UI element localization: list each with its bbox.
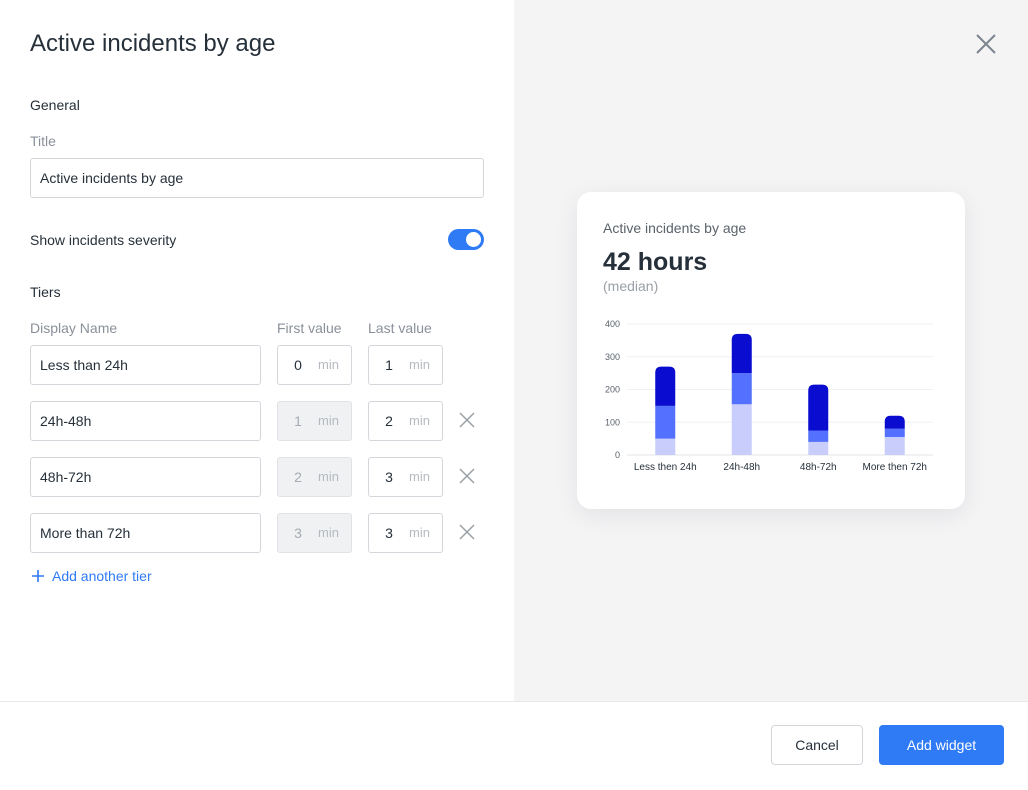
stacked-bar-chart: 0 100 200 300 400 Less then 24h 24h-48h 48h-72h… bbox=[605, 319, 933, 473]
x-tick-label: 24h-48h bbox=[723, 462, 760, 473]
unit-label: min bbox=[409, 469, 430, 484]
unit-label: min bbox=[318, 525, 339, 540]
tier-first-value-input: 1 min bbox=[277, 401, 352, 441]
bar-segment bbox=[655, 405, 676, 439]
remove-tier-icon[interactable] bbox=[458, 411, 476, 429]
bar-segment bbox=[808, 384, 829, 431]
tier-name-input[interactable]: More than 72h bbox=[30, 513, 261, 553]
unit-label: min bbox=[409, 413, 430, 428]
add-tier-label: Add another tier bbox=[52, 568, 152, 584]
toggle-knob bbox=[466, 232, 481, 247]
bar-segment bbox=[731, 404, 752, 455]
tier-name-input[interactable]: Less than 24h bbox=[30, 345, 261, 385]
tier-last-value-input[interactable]: 2 min bbox=[368, 401, 443, 441]
settings-panel: Active incidents by age General Title Ac… bbox=[0, 0, 514, 701]
general-section-label: General bbox=[30, 97, 80, 113]
remove-tier-icon[interactable] bbox=[458, 467, 476, 485]
x-tick-label: 48h-72h bbox=[800, 462, 837, 473]
tier-first-value: 1 bbox=[294, 413, 302, 429]
y-tick-label: 400 bbox=[605, 319, 620, 329]
tier-last-value-input[interactable]: 3 min bbox=[368, 457, 443, 497]
bar-segment bbox=[731, 373, 752, 405]
tier-name-input[interactable]: 24h-48h bbox=[30, 401, 261, 441]
cancel-button[interactable]: Cancel bbox=[771, 725, 863, 765]
unit-label: min bbox=[318, 413, 339, 428]
tier-first-value-input: 2 min bbox=[277, 457, 352, 497]
widget-preview-card: Active incidents by age 42 hours (median… bbox=[577, 192, 965, 509]
unit-label: min bbox=[409, 525, 430, 540]
y-tick-label: 300 bbox=[605, 352, 620, 362]
widget-metric-subtitle: (median) bbox=[603, 278, 659, 294]
tier-last-value: 1 bbox=[385, 357, 393, 373]
bar-segment bbox=[731, 333, 752, 374]
tier-first-value-input[interactable]: 0 min bbox=[277, 345, 352, 385]
bar-segment bbox=[884, 436, 905, 455]
unit-label: min bbox=[318, 357, 339, 372]
severity-toggle[interactable] bbox=[448, 229, 484, 250]
widget-title: Active incidents by age bbox=[603, 220, 747, 236]
bar-segment bbox=[655, 438, 676, 455]
tiers-section-label: Tiers bbox=[30, 284, 61, 300]
bar-segment bbox=[884, 415, 905, 429]
widget-metric-value: 42 hours bbox=[603, 248, 708, 276]
tier-first-value-input: 3 min bbox=[277, 513, 352, 553]
bar-segment bbox=[655, 366, 676, 406]
bar-segment bbox=[884, 428, 905, 437]
y-tick-label: 100 bbox=[605, 417, 620, 427]
last-value-column-label: Last value bbox=[368, 320, 432, 336]
title-field-label: Title bbox=[30, 133, 56, 149]
title-input[interactable]: Active incidents by age bbox=[30, 158, 484, 198]
unit-label: min bbox=[318, 469, 339, 484]
x-tick-label: More then 72h bbox=[863, 462, 928, 473]
tier-name-input[interactable]: 48h-72h bbox=[30, 457, 261, 497]
page-title: Active incidents by age bbox=[30, 30, 276, 57]
y-tick-label: 0 bbox=[615, 450, 620, 460]
y-tick-label: 200 bbox=[605, 385, 620, 395]
tier-last-value: 3 bbox=[385, 525, 393, 541]
tier-first-value: 0 bbox=[294, 357, 302, 373]
add-tier-button[interactable]: Add another tier bbox=[30, 568, 152, 584]
x-tick-label: Less then 24h bbox=[634, 462, 697, 473]
tier-last-value-input[interactable]: 1 min bbox=[368, 345, 443, 385]
bar-segment bbox=[808, 430, 829, 442]
severity-toggle-label: Show incidents severity bbox=[30, 232, 177, 248]
add-widget-button[interactable]: Add widget bbox=[879, 725, 1004, 765]
remove-tier-icon[interactable] bbox=[458, 523, 476, 541]
dialog-footer bbox=[0, 701, 1028, 790]
tier-first-value: 2 bbox=[294, 469, 302, 485]
bar-segment bbox=[808, 441, 829, 455]
plus-icon bbox=[32, 570, 44, 582]
display-name-column-label: Display Name bbox=[30, 320, 118, 336]
first-value-column-label: First value bbox=[277, 320, 342, 336]
tier-last-value: 2 bbox=[385, 413, 393, 429]
tier-first-value: 3 bbox=[294, 525, 302, 541]
tier-last-value: 3 bbox=[385, 469, 393, 485]
unit-label: min bbox=[409, 357, 430, 372]
close-icon[interactable] bbox=[975, 33, 997, 55]
tier-last-value-input[interactable]: 3 min bbox=[368, 513, 443, 553]
